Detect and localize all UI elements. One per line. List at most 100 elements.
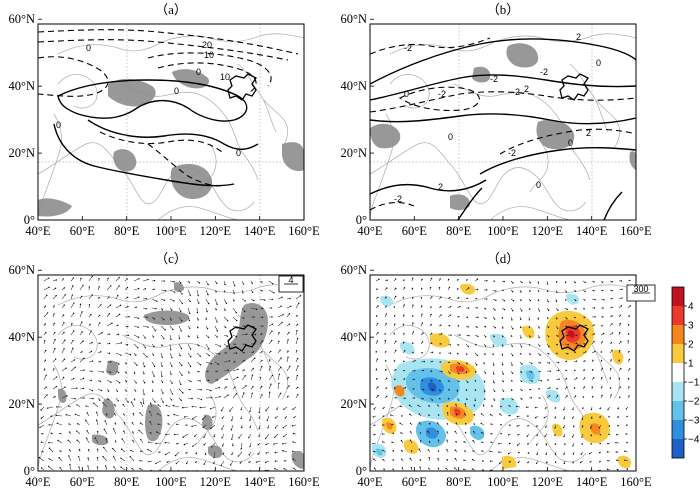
- panel-a-shading: [38, 69, 304, 217]
- colorbar-segment: [672, 287, 684, 306]
- x-tick-label: 140°E: [244, 475, 276, 489]
- colorbar: 4 3 2 1 −1 −2 −3 −4: [671, 286, 700, 459]
- colorbar-segment: [672, 382, 684, 401]
- panel-a-province-outline: [227, 73, 257, 101]
- svg-text:10: 10: [204, 50, 214, 60]
- y-tick-label: 60°N: [340, 12, 367, 26]
- svg-text:-2: -2: [438, 89, 446, 99]
- panel-d-title: （d）: [487, 251, 520, 266]
- svg-text:0: 0: [86, 43, 91, 53]
- x-tick-label: 100°E: [155, 224, 187, 238]
- panel-b: （b）: [340, 2, 652, 238]
- y-tick-label: 0°: [24, 464, 35, 478]
- y-tick-label: 0°: [356, 213, 367, 227]
- y-tick-label: 40°N: [8, 330, 35, 344]
- panel-d-flux-vectors: [372, 277, 632, 471]
- y-tick-label: 20°N: [340, 397, 367, 411]
- svg-text:0: 0: [536, 180, 541, 190]
- panel-b-gridlines: [370, 24, 636, 220]
- x-tick-label: 60°E: [70, 224, 95, 238]
- svg-text:0: 0: [404, 89, 409, 99]
- y-tick-label: 20°N: [340, 146, 367, 160]
- svg-text:0: 0: [236, 148, 241, 158]
- svg-text:-2: -2: [404, 43, 412, 53]
- colorbar-tick-label: −4: [688, 435, 700, 446]
- x-tick-label: 140°E: [576, 224, 608, 238]
- panel-b-title: （b）: [487, 2, 520, 17]
- svg-text:300: 300: [633, 284, 648, 294]
- panel-b-contour-labels: -2 2 -2 0 -2 2 0 0 -2 2 -2 0 2 -2 0 -2: [394, 32, 601, 204]
- panel-b-frame: [369, 23, 637, 221]
- panel-d: （d）: [340, 251, 656, 489]
- panel-a-contours: [38, 29, 299, 187]
- svg-text:2: 2: [438, 182, 443, 192]
- x-tick-label: 40°E: [25, 224, 50, 238]
- colorbar-tick-label: −3: [688, 416, 700, 427]
- panel-a-axes: 40°E 60°E 80°E 100°E 120°E 140°E 160°E 0° 20°N 40…: [8, 12, 320, 238]
- y-tick-label: 60°N: [8, 12, 35, 26]
- x-tick-label: 120°E: [532, 224, 564, 238]
- y-tick-label: 40°N: [340, 330, 367, 344]
- colorbar-tick-label: −1: [688, 378, 700, 389]
- colorbar-tick-label: 2: [688, 340, 694, 351]
- x-tick-label: 160°E: [288, 224, 320, 238]
- panel-c-wind-vectors: [38, 275, 302, 471]
- x-tick-label: 140°E: [576, 475, 608, 489]
- colorbar-segment: [672, 439, 684, 458]
- panel-c-axes: 40°E 60°E 80°E 100°E 120°E 140°E 160°E 0° 20°N 40…: [8, 263, 320, 489]
- x-tick-label: 120°E: [532, 475, 564, 489]
- panel-c-frame: [37, 274, 305, 472]
- colorbar-segment: [672, 306, 684, 325]
- colorbar-tick-label: 4: [688, 302, 694, 313]
- svg-text:0: 0: [596, 58, 601, 68]
- panel-c-gridlines: [126, 275, 261, 471]
- svg-text:-2: -2: [512, 87, 520, 97]
- panel-a-coastlines: [38, 33, 304, 220]
- panel-c-shading: [58, 282, 304, 469]
- x-tick-label: 120°E: [200, 224, 232, 238]
- panel-a-contour-labels: 20 10 10 0 0 0 0 0: [56, 40, 241, 158]
- y-tick-label: 0°: [24, 213, 35, 227]
- colorbar-tick-label: −2: [688, 397, 700, 408]
- x-tick-label: 160°E: [620, 224, 652, 238]
- x-tick-label: 80°E: [446, 475, 471, 489]
- x-tick-label: 80°E: [114, 475, 139, 489]
- svg-text:0: 0: [196, 67, 201, 77]
- panel-d-reference-vector: 300: [626, 284, 656, 302]
- svg-text:4: 4: [288, 275, 293, 285]
- panel-c: （c）: [8, 251, 320, 489]
- panel-c-reference-vector: 4: [278, 275, 304, 293]
- svg-text:20: 20: [202, 40, 212, 50]
- y-tick-label: 20°N: [8, 397, 35, 411]
- colorbar-segment: [672, 363, 684, 382]
- svg-text:2: 2: [586, 128, 591, 138]
- x-tick-label: 160°E: [288, 475, 320, 489]
- x-tick-label: 120°E: [200, 475, 232, 489]
- panel-c-title: （c）: [155, 251, 187, 266]
- x-tick-label: 100°E: [487, 475, 519, 489]
- panel-b-province-outline: [559, 73, 589, 101]
- panel-b-axes: 40°E 60°E 80°E 100°E 120°E 140°E 160°E 0° 20°N 40…: [340, 12, 652, 238]
- y-tick-label: 40°N: [8, 79, 35, 93]
- svg-text:0: 0: [448, 132, 453, 142]
- svg-text:2: 2: [524, 84, 529, 94]
- colorbar-tick-label: 1: [688, 359, 694, 370]
- colorbar-segment: [672, 325, 684, 344]
- y-tick-label: 60°N: [8, 263, 35, 277]
- x-tick-label: 100°E: [487, 224, 519, 238]
- colorbar-tick-label: 3: [688, 321, 694, 332]
- x-tick-label: 80°E: [446, 224, 471, 238]
- svg-text:2: 2: [576, 32, 581, 42]
- colorbar-segment: [672, 420, 684, 439]
- x-tick-label: 100°E: [155, 475, 187, 489]
- y-tick-label: 40°N: [340, 79, 367, 93]
- x-tick-label: 80°E: [114, 224, 139, 238]
- panel-a: （a）: [8, 2, 320, 238]
- panel-b-contours: [370, 37, 636, 220]
- y-tick-label: 20°N: [8, 146, 35, 160]
- x-tick-label: 60°E: [402, 224, 427, 238]
- x-tick-label: 140°E: [244, 224, 276, 238]
- panel-d-axes: 40°E 60°E 80°E 100°E 120°E 140°E 160°E 0° 20°N 40…: [340, 263, 652, 489]
- panel-a-title: （a）: [155, 2, 187, 17]
- svg-text:0: 0: [56, 120, 61, 130]
